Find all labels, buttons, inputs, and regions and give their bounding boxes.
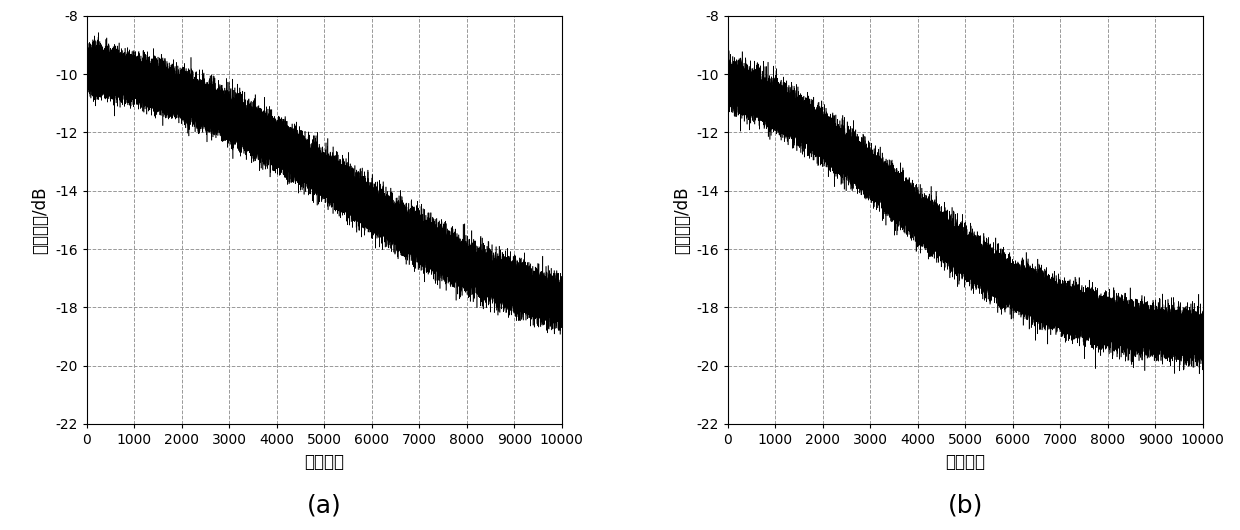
Y-axis label: 均方误差/dB: 均方误差/dB [31, 186, 50, 254]
X-axis label: 迭代次数: 迭代次数 [304, 453, 345, 471]
Text: (b): (b) [947, 493, 983, 517]
X-axis label: 迭代次数: 迭代次数 [945, 453, 986, 471]
Text: (a): (a) [306, 493, 342, 517]
Y-axis label: 均方误差/dB: 均方误差/dB [672, 186, 691, 254]
